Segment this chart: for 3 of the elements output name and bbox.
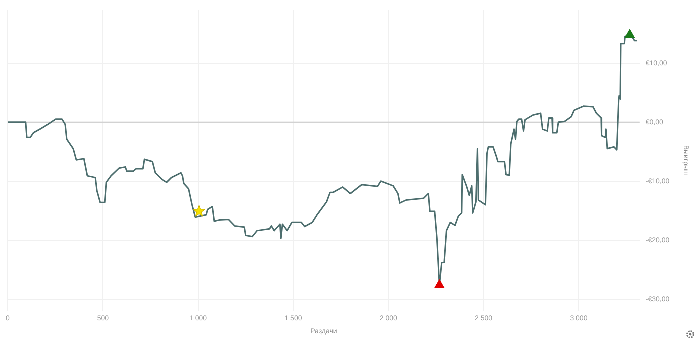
point [193,205,206,217]
point [625,29,635,38]
point [434,280,444,288]
